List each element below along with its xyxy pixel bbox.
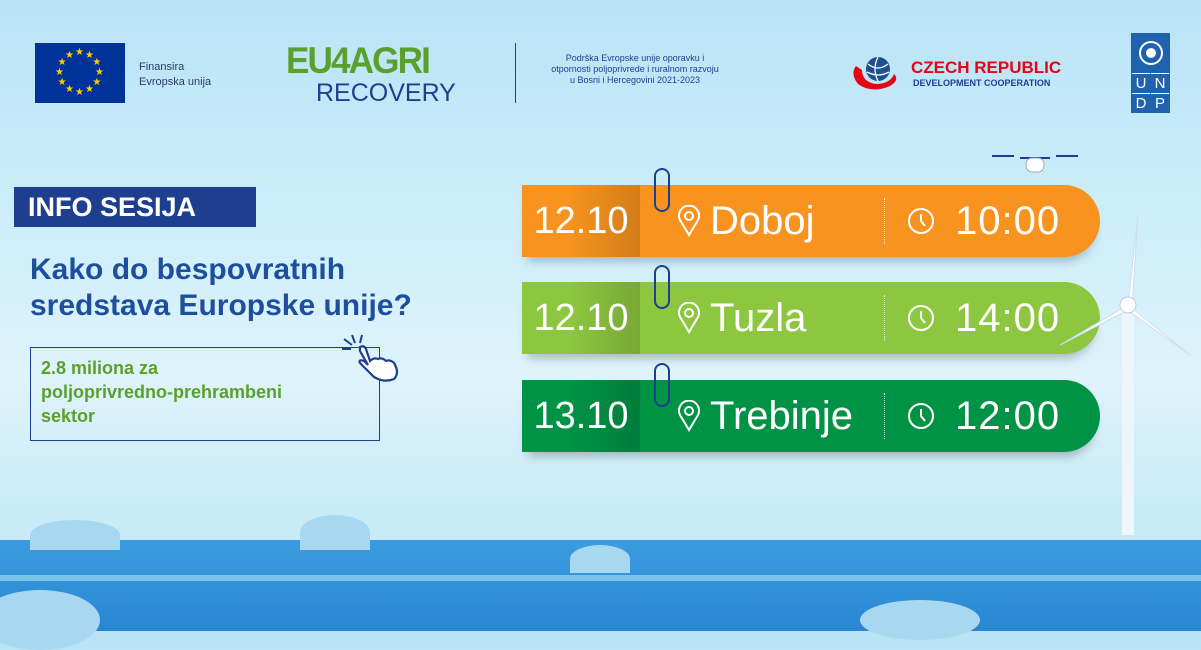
undp-letter: P (1151, 93, 1169, 112)
session-location: Trebinje (640, 394, 884, 439)
czech-republic-text: CZECH REPUBLIC (911, 58, 1062, 77)
funding-line: sektor (41, 406, 96, 426)
session-card: 12.10 Doboj 10:00 (522, 185, 1100, 257)
support-line: otpornosti poljoprivrede i ruralnom razv… (551, 64, 719, 74)
bush-decoration (570, 545, 630, 573)
eu-star-icon: ★ (57, 57, 67, 68)
bush-decoration (300, 515, 370, 550)
divider (884, 393, 885, 439)
un-emblem-icon (1132, 34, 1169, 72)
support-line: Podrška Evropske unije oporavku i (565, 53, 705, 63)
session-city: Doboj (710, 198, 815, 243)
session-time: 12:00 (885, 394, 1060, 439)
drone-icon (992, 155, 1078, 173)
session-date: 12.10 (522, 185, 640, 257)
undp-letter: N (1151, 73, 1169, 92)
location-pin-icon (678, 205, 700, 237)
eu-star-icon: ★ (65, 84, 74, 96)
clock-icon (908, 208, 934, 234)
undp-logo: U N D P (1131, 33, 1170, 113)
undp-letter: U (1132, 73, 1150, 92)
location-pin-icon (678, 400, 700, 432)
info-session-badge: INFO SESIJA (14, 187, 256, 227)
divider (884, 198, 885, 244)
eu-flag-logo: ★ ★ ★ ★ ★ ★ ★ ★ ★ ★ ★ ★ (35, 43, 125, 103)
session-city: Trebinje (710, 393, 854, 438)
eu-star-icon: ★ (65, 49, 74, 61)
eu-star-icon: ★ (95, 67, 104, 78)
eu-text-line: Evropska unija (139, 76, 212, 88)
paperclip-icon (654, 168, 670, 212)
funding-line: 2.8 miliona za (41, 358, 159, 378)
title-line: sredstava Europske unije? (30, 289, 412, 322)
paperclip-icon (654, 363, 670, 407)
clock-icon (908, 403, 934, 429)
eu-star-icon: ★ (55, 67, 64, 78)
eu-star-icon: ★ (57, 77, 67, 88)
development-cooperation-text: DEVELOPMENT COOPERATION (913, 78, 1051, 88)
session-location: Doboj (640, 199, 884, 244)
page-title: Kako do bespovratnih sredstava Europske … (30, 252, 510, 324)
eu-star-icon: ★ (85, 84, 94, 96)
eu-funded-text: Finansira Evropska unija (139, 60, 211, 90)
recovery-logo-text: RECOVERY (316, 79, 456, 107)
location-pin-icon (678, 302, 700, 334)
session-time-value: 10:00 (955, 198, 1061, 243)
session-date: 13.10 (522, 380, 640, 452)
eu-star-icon: ★ (85, 49, 94, 61)
support-text: Podrška Evropske unije oporavku i otporn… (535, 53, 735, 86)
bush-decoration (860, 600, 980, 640)
paperclip-icon (654, 265, 670, 309)
eu-star-icon: ★ (92, 57, 102, 68)
session-time: 14:00 (885, 296, 1060, 341)
funding-info-box: 2.8 miliona za poljoprivredno-prehramben… (30, 347, 380, 441)
wind-turbine-icon (1060, 215, 1191, 535)
support-line: u Bosni i Hercegovini 2021-2023 (569, 75, 701, 85)
clock-icon (908, 305, 934, 331)
session-time: 10:00 (885, 199, 1060, 244)
session-location: Tuzla (640, 296, 884, 341)
czech-globe-logo (853, 56, 897, 90)
eu-star-icon: ★ (75, 87, 84, 98)
eu4agri-logo: EU4AGRI (286, 40, 431, 81)
eu-star-icon: ★ (75, 47, 84, 58)
session-time-value: 14:00 (955, 295, 1061, 340)
undp-letter: D (1132, 93, 1150, 112)
session-city: Tuzla (710, 295, 807, 340)
shoreline (0, 575, 1201, 581)
funding-line: poljoprivredno-prehrambeni (41, 382, 283, 402)
session-card: 12.10 Tuzla 14:00 (522, 282, 1100, 354)
hand-pointer-icon (342, 334, 399, 382)
divider (884, 295, 885, 341)
session-date: 12.10 (522, 282, 640, 354)
session-card: 13.10 Trebinje 12:00 (522, 380, 1100, 452)
title-line: Kako do bespovratnih (30, 253, 346, 286)
session-time-value: 12:00 (955, 393, 1061, 438)
eu-text-line: Finansira (139, 61, 185, 73)
bush-decoration (30, 520, 120, 550)
eu-star-icon: ★ (92, 77, 102, 88)
divider (515, 43, 516, 103)
